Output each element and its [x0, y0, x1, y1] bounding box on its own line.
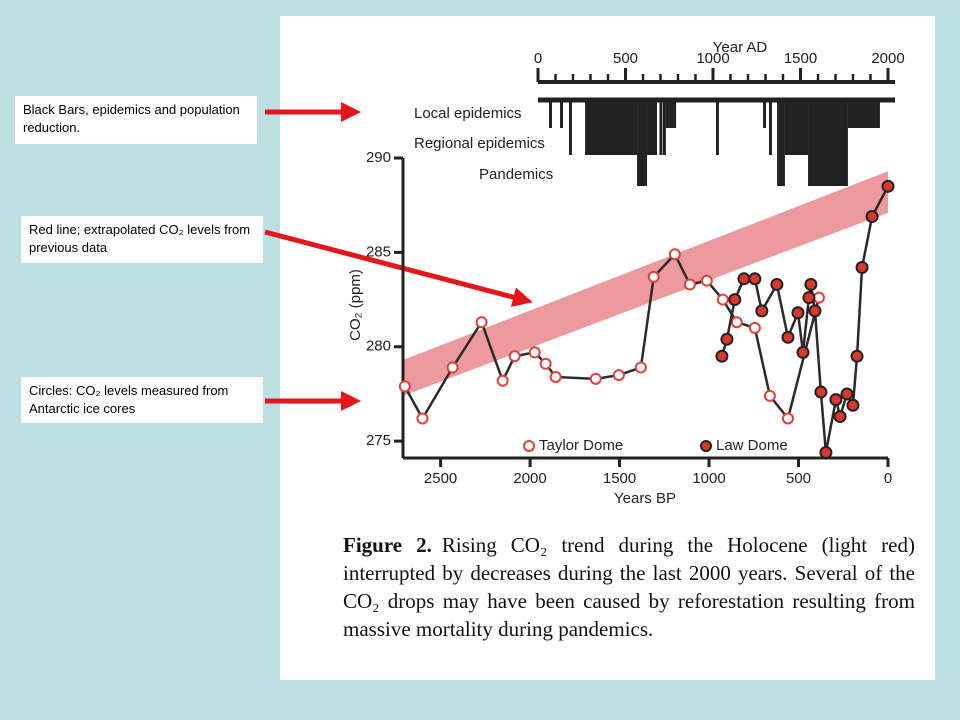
data-point: [730, 316, 743, 329]
data-point: [814, 385, 828, 399]
data-point: [763, 389, 776, 402]
data-point: [808, 304, 822, 318]
x2-tick-label: 0: [534, 50, 542, 67]
data-point: [804, 277, 818, 291]
caption-text: Rising CO₂ trend during the Holocene (li…: [343, 533, 915, 641]
trend-band: [403, 171, 888, 396]
epidemic-bar: [763, 100, 767, 128]
data-point: [865, 210, 879, 224]
data-point: [715, 349, 729, 363]
x-tick-label: 1000: [692, 470, 725, 487]
y-tick-label: 275: [366, 432, 391, 449]
data-point: [496, 374, 509, 387]
x2-tick-label: 1000: [696, 50, 729, 67]
data-point: [755, 304, 769, 318]
data-point: [748, 272, 762, 286]
legend-label: Law Dome: [716, 437, 788, 454]
x-tick-label: 500: [786, 470, 811, 487]
x-tick-label: 0: [884, 470, 892, 487]
data-point: [728, 293, 742, 307]
epidemic-bar: [665, 100, 677, 128]
x-axis-label: Years BP: [614, 490, 676, 507]
data-point: [796, 345, 810, 359]
data-point: [475, 316, 488, 329]
data-point: [855, 260, 869, 274]
data-point: [720, 332, 734, 346]
epidemic-bar: [560, 100, 564, 128]
data-point: [634, 361, 647, 374]
epidemic-bar: [784, 100, 809, 155]
data-point: [781, 330, 795, 344]
data-point: [770, 277, 784, 291]
y-tick-label: 290: [366, 149, 391, 166]
data-point: [668, 248, 681, 261]
data-point: [833, 410, 847, 424]
data-point: [881, 179, 895, 193]
data-point: [398, 380, 411, 393]
series-line: [403, 252, 821, 422]
epidemic-bar: [769, 100, 772, 155]
epidemic-bar: [659, 100, 663, 155]
data-point: [737, 272, 751, 286]
legend-label: Taylor Dome: [539, 437, 623, 454]
data-point: [647, 270, 660, 283]
x-tick-label: 1500: [603, 470, 636, 487]
data-point: [683, 278, 696, 291]
legend-marker: [700, 440, 712, 452]
epidemic-row-label: Regional epidemics: [414, 135, 545, 152]
x2-tick-label: 2000: [871, 50, 904, 67]
data-point: [716, 293, 729, 306]
y-axis-label: CO₂ (ppm): [347, 269, 364, 341]
epidemic-bar: [549, 100, 552, 128]
data-point: [748, 321, 761, 334]
data-point: [781, 412, 794, 425]
data-point: [846, 398, 860, 412]
epidemic-bar: [647, 100, 657, 155]
data-point: [589, 372, 602, 385]
data-point: [539, 357, 552, 370]
epidemic-bar: [662, 100, 666, 155]
data-point: [416, 412, 429, 425]
data-point: [791, 306, 805, 320]
epidemic-bar: [585, 100, 638, 155]
data-point: [840, 387, 854, 401]
epidemic-bar: [568, 100, 572, 155]
y-tick-label: 280: [366, 338, 391, 355]
annotation: Circles: CO₂ levels measured from Antarc…: [21, 377, 263, 423]
caption-label: Figure 2.: [343, 533, 432, 557]
annotation: Black Bars, epidemics and population red…: [15, 96, 257, 144]
data-point: [612, 369, 625, 382]
data-point: [819, 445, 833, 459]
data-point: [508, 350, 521, 363]
x2-tick-label: 500: [613, 50, 638, 67]
epidemic-row-label: Pandemics: [479, 166, 553, 183]
epidemic-bar: [847, 100, 880, 128]
legend-marker: [523, 440, 535, 452]
data-point: [700, 274, 713, 287]
y-tick-label: 285: [366, 243, 391, 260]
data-point: [528, 346, 541, 359]
x-tick-label: 2000: [513, 470, 546, 487]
epidemic-bar: [637, 100, 648, 186]
data-point: [446, 361, 459, 374]
annotation: Red line; extrapolated CO₂ levels from p…: [21, 216, 263, 263]
epidemic-bar: [808, 100, 848, 186]
epidemic-bar: [777, 100, 785, 186]
arrow: [264, 229, 533, 307]
data-point: [802, 291, 816, 305]
epidemic-row-label: Local epidemics: [414, 105, 522, 122]
caption: Figure 2. Rising CO₂ trend during the Hol…: [343, 531, 915, 643]
x2-tick-label: 1500: [784, 50, 817, 67]
data-point: [829, 393, 843, 407]
data-point: [549, 370, 562, 383]
data-point: [812, 291, 825, 304]
data-point: [850, 349, 864, 363]
x2-axis-label: Year AD: [713, 39, 768, 56]
epidemic-bar: [715, 100, 719, 155]
x-tick-label: 2500: [424, 470, 457, 487]
